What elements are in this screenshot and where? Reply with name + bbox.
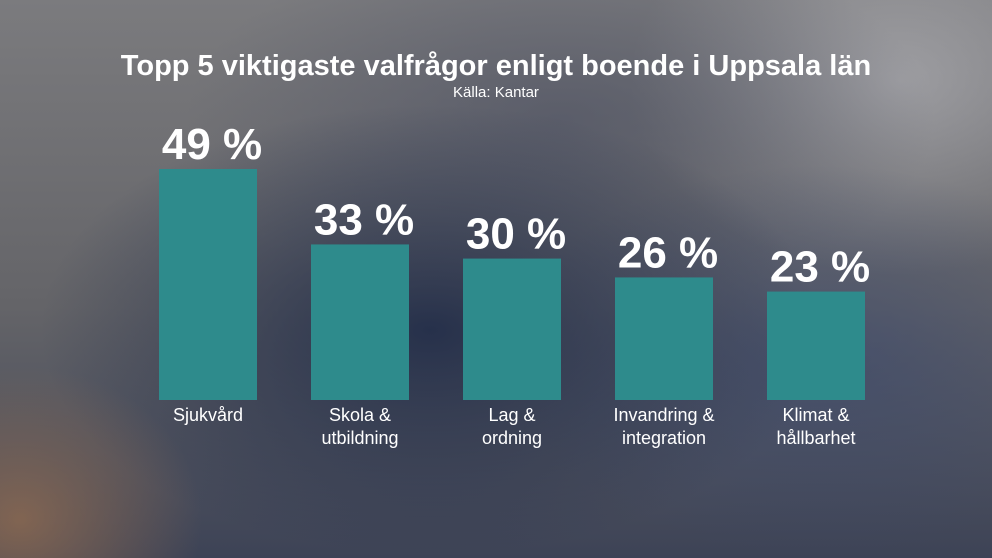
value-label-3: 26 % [618, 228, 718, 277]
bar-3 [615, 277, 713, 400]
category-label-3: Invandring & integration [613, 405, 714, 448]
bar-1 [311, 244, 409, 400]
category-label-2: Lag & ordning [482, 405, 542, 448]
chart-title: Topp 5 viktigaste valfrågor enligt boend… [120, 50, 872, 82]
value-label-1: 33 % [314, 195, 414, 244]
value-label-2: 30 % [466, 210, 566, 259]
category-label-4: Klimat & hållbarhet [776, 405, 855, 448]
bar-0 [159, 169, 257, 400]
value-label-0: 49 % [162, 120, 262, 169]
chart-source: Källa: Kantar [453, 84, 539, 101]
bar-4 [767, 291, 865, 400]
bar-2 [463, 258, 561, 400]
category-label-0: Sjukvård [173, 405, 243, 425]
value-label-4: 23 % [770, 243, 870, 292]
category-label-1: Skola & utbildning [321, 405, 398, 448]
